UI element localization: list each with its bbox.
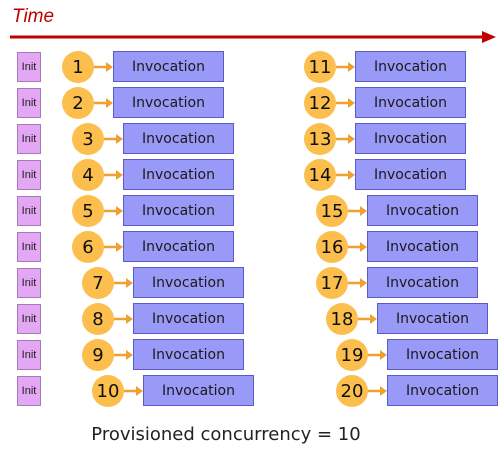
invocation-block: Invocation xyxy=(367,231,478,262)
invocation-block: Invocation xyxy=(367,267,478,298)
init-block: Init xyxy=(17,268,41,298)
arrow-right-icon xyxy=(358,314,377,324)
init-block: Init xyxy=(17,376,41,406)
request-number-badge: 9 xyxy=(82,339,114,371)
init-block: Init xyxy=(17,124,41,154)
arrow-right-icon xyxy=(368,386,387,396)
arrow-right-icon xyxy=(104,206,123,216)
invocation-block: Invocation xyxy=(387,375,498,406)
request-number-badge: 20 xyxy=(336,375,368,407)
arrow-right-icon xyxy=(336,170,355,180)
init-block: Init xyxy=(17,88,41,118)
request-number-badge: 17 xyxy=(316,267,348,299)
request-number-badge: 12 xyxy=(304,87,336,119)
request-number-badge: 4 xyxy=(72,159,104,191)
init-block: Init xyxy=(17,304,41,334)
invocation-block: Invocation xyxy=(387,339,498,370)
invocation-block: Invocation xyxy=(355,87,466,118)
invocation-block: Invocation xyxy=(113,51,224,82)
arrow-right-icon xyxy=(348,242,367,252)
init-block: Init xyxy=(17,232,41,262)
time-axis-label: Time xyxy=(12,6,55,27)
request-number-badge: 19 xyxy=(336,339,368,371)
invocation-block: Invocation xyxy=(123,231,234,262)
request-number-badge: 8 xyxy=(82,303,114,335)
request-number-badge: 6 xyxy=(72,231,104,263)
arrow-right-icon xyxy=(94,62,113,72)
time-arrow xyxy=(10,31,496,43)
arrow-right-icon xyxy=(104,134,123,144)
request-number-badge: 3 xyxy=(72,123,104,155)
arrow-right-icon xyxy=(348,206,367,216)
arrow-right-icon xyxy=(336,134,355,144)
init-block: Init xyxy=(17,160,41,190)
request-number-badge: 14 xyxy=(304,159,336,191)
arrow-right-icon xyxy=(104,242,123,252)
invocation-block: Invocation xyxy=(143,375,254,406)
invocation-block: Invocation xyxy=(123,159,234,190)
arrow-right-icon xyxy=(348,278,367,288)
invocation-block: Invocation xyxy=(123,195,234,226)
arrow-right-icon xyxy=(104,170,123,180)
invocation-block: Invocation xyxy=(377,303,488,334)
request-number-badge: 11 xyxy=(304,51,336,83)
request-number-badge: 16 xyxy=(316,231,348,263)
invocation-block: Invocation xyxy=(113,87,224,118)
request-number-badge: 18 xyxy=(326,303,358,335)
arrow-right-icon xyxy=(124,386,143,396)
arrow-right-icon xyxy=(114,350,133,360)
invocation-block: Invocation xyxy=(133,303,244,334)
request-number-badge: 13 xyxy=(304,123,336,155)
init-block: Init xyxy=(17,52,41,82)
request-number-badge: 7 xyxy=(82,267,114,299)
request-number-badge: 2 xyxy=(62,87,94,119)
invocation-block: Invocation xyxy=(133,339,244,370)
arrow-right-icon xyxy=(114,278,133,288)
arrow-right-icon xyxy=(336,98,355,108)
arrow-right-icon xyxy=(94,98,113,108)
request-number-badge: 10 xyxy=(92,375,124,407)
request-number-badge: 5 xyxy=(72,195,104,227)
invocation-block: Invocation xyxy=(123,123,234,154)
arrow-right-icon xyxy=(368,350,387,360)
request-number-badge: 1 xyxy=(62,51,94,83)
invocation-block: Invocation xyxy=(367,195,478,226)
arrow-right-icon xyxy=(114,314,133,324)
invocation-block: Invocation xyxy=(355,51,466,82)
arrow-right-icon xyxy=(336,62,355,72)
invocation-block: Invocation xyxy=(355,159,466,190)
caption: Provisioned concurrency = 10 xyxy=(91,424,361,445)
init-block: Init xyxy=(17,340,41,370)
invocation-block: Invocation xyxy=(133,267,244,298)
init-block: Init xyxy=(17,196,41,226)
request-number-badge: 15 xyxy=(316,195,348,227)
invocation-block: Invocation xyxy=(355,123,466,154)
